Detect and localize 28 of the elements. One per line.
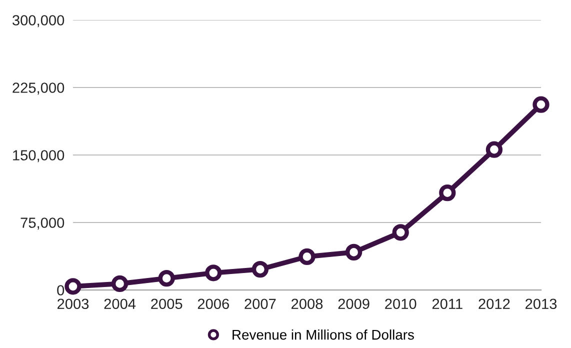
point (486, 141, 503, 158)
legend-label: Revenue in Millions of Dollars (232, 330, 414, 340)
point (205, 264, 222, 282)
x-tick-label: 2003 (58, 298, 89, 310)
x-tick-label: 2008 (292, 298, 323, 310)
x-tick-label: 2005 (151, 298, 182, 310)
x-tick-label: 2007 (244, 298, 276, 310)
point (532, 96, 550, 113)
x-tick-label: 2013 (526, 298, 557, 310)
x-tick-label: 2004 (104, 298, 136, 310)
y-tick-label: 300,000 (12, 15, 64, 28)
y-tick-label: 150,000 (13, 150, 64, 162)
x-tick-label: 2011 (432, 298, 462, 310)
x-tick-label: 2012 (478, 298, 510, 310)
point (111, 275, 128, 292)
point (345, 244, 362, 261)
point (298, 248, 316, 266)
x-tick-label: 2010 (385, 298, 416, 310)
y-tick-label: 75,000 (20, 218, 64, 230)
point (64, 278, 82, 295)
point (392, 224, 409, 241)
y-tick-label: 225,000 (12, 82, 64, 95)
point (252, 260, 269, 278)
point (158, 270, 175, 287)
x-tick-label: 2006 (198, 298, 229, 310)
x-tick-label: 2009 (338, 298, 370, 310)
point (439, 184, 456, 202)
y-tick-label: 0 (57, 285, 64, 296)
